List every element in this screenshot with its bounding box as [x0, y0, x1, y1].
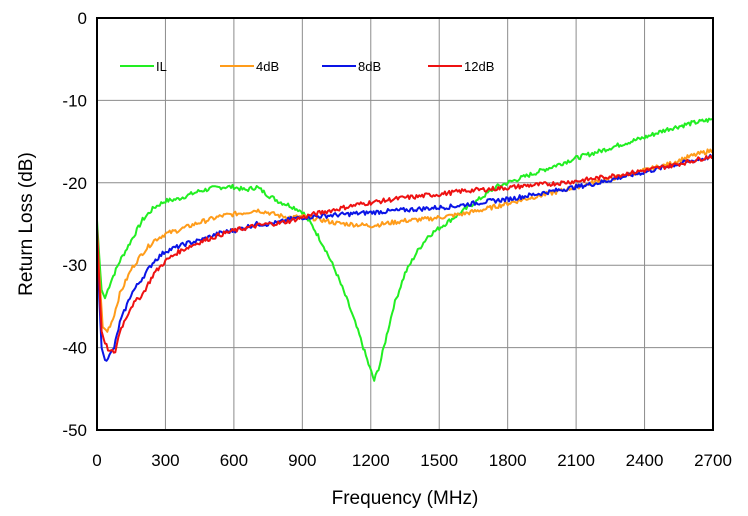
x-tick-label: 900 — [288, 451, 316, 470]
legend: IL 4dB 8dB 12dB — [120, 59, 494, 74]
y-tick-labels: 0 -10 -20 -30 -40 -50 — [62, 9, 87, 440]
x-tick-label: 2400 — [626, 451, 664, 470]
series-group — [96, 117, 714, 382]
series-line-4db — [96, 148, 714, 333]
series-line-12db — [96, 154, 714, 354]
x-tick-labels: 0 300 600 900 1200 1500 1800 2100 2400 2700 — [92, 451, 732, 470]
x-tick-label: 0 — [92, 451, 101, 470]
series-line-il — [96, 117, 714, 382]
legend-label-12db: 12dB — [464, 59, 494, 74]
y-tick-label: 0 — [78, 9, 87, 28]
legend-label-4db: 4dB — [256, 59, 279, 74]
x-tick-label: 600 — [220, 451, 248, 470]
x-tick-label: 300 — [151, 451, 179, 470]
x-tick-label: 2700 — [694, 451, 732, 470]
x-tick-label: 2100 — [557, 451, 595, 470]
x-tick-label: 1200 — [352, 451, 390, 470]
legend-label-8db: 8dB — [358, 59, 381, 74]
legend-label-il: IL — [156, 59, 167, 74]
y-tick-label: -40 — [62, 339, 87, 358]
plot-area — [97, 18, 713, 430]
y-tick-label: -10 — [62, 91, 87, 110]
x-axis-title: Frequency (MHz) — [332, 488, 479, 509]
x-tick-label: 1800 — [489, 451, 527, 470]
plot-border — [96, 17, 714, 431]
y-tick-label: -20 — [62, 174, 87, 193]
y-axis-title: Return Loss (dB) — [16, 152, 37, 296]
x-tick-label: 1500 — [420, 451, 458, 470]
y-tick-label: -30 — [62, 256, 87, 275]
y-tick-label: -50 — [62, 421, 87, 440]
